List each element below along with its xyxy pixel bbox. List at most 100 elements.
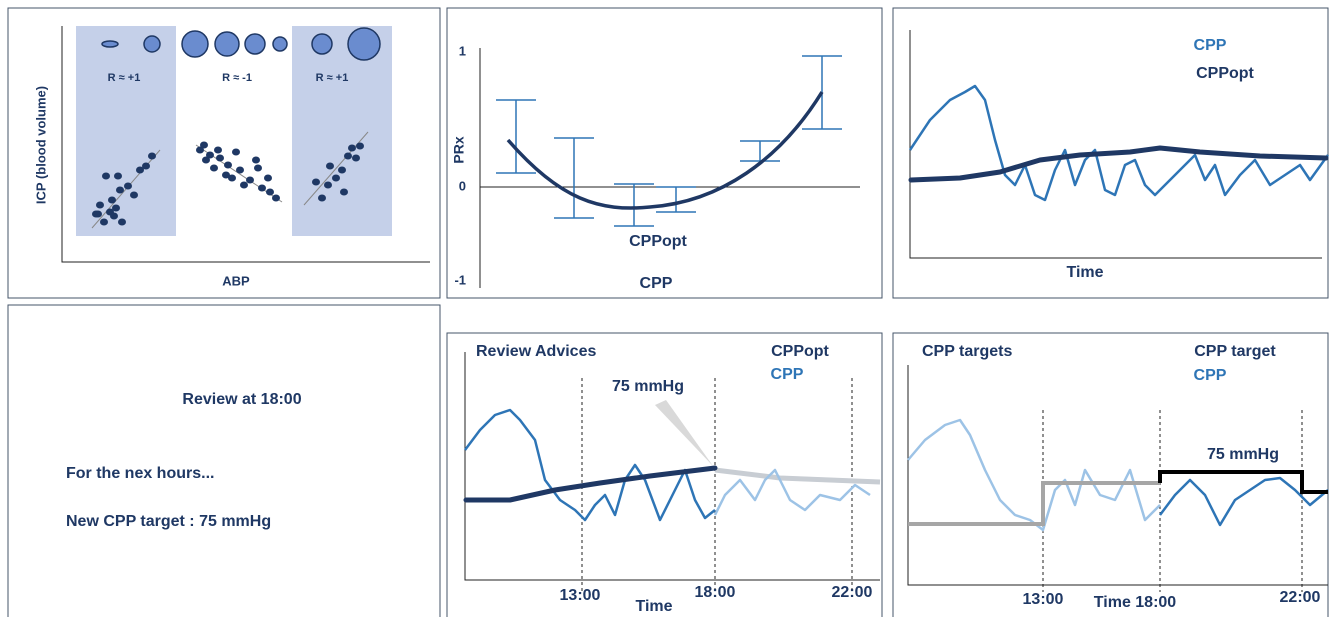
error-bar — [740, 140, 780, 162]
error-bars — [496, 55, 842, 227]
scatter-dot — [254, 164, 262, 172]
scatter-dot — [210, 164, 218, 172]
axes — [909, 30, 1322, 259]
prx-curve — [506, 91, 824, 210]
scatter-dot — [348, 144, 356, 152]
error-bar — [656, 186, 696, 213]
y-axis-label: PRx — [451, 136, 467, 163]
panel-frame — [446, 7, 883, 299]
panel-frame — [892, 332, 1329, 617]
vessel — [181, 30, 209, 58]
scatter-dot — [148, 152, 156, 160]
error-bar — [554, 137, 594, 219]
legend-cppopt: CPPopt — [771, 343, 829, 360]
time-label: 22:00 — [832, 584, 873, 601]
scatter-dot — [100, 218, 108, 226]
scatter-dot — [312, 178, 320, 186]
vessel — [311, 33, 333, 55]
scatter-dot — [110, 212, 118, 220]
cpp-past — [907, 418, 1161, 532]
scatter-dot — [236, 166, 244, 174]
advice-title: Review at 18:00 — [182, 391, 301, 408]
x-axis-label: ABP — [222, 273, 250, 288]
region-label: R ≈ +1 — [316, 72, 349, 84]
scatter-dot — [246, 176, 254, 184]
scatter-dot — [240, 181, 248, 189]
advice-line: For the nex hours... — [66, 465, 214, 482]
panel-title: Review Advices — [476, 343, 596, 360]
scatter-dots — [92, 141, 364, 226]
cpp-trace — [908, 84, 1330, 202]
scatter-dot — [228, 174, 236, 182]
scatter-dot — [114, 172, 122, 180]
error-bar — [614, 183, 654, 227]
scatter-dot — [232, 148, 240, 156]
scatter-dot — [344, 152, 352, 160]
annotation: 75 mmHg — [612, 378, 684, 395]
shaded-region — [76, 26, 176, 236]
panel-title: CPP targets — [922, 343, 1013, 360]
tick-label: 1 — [459, 43, 466, 58]
optimum-label: CPPopt — [629, 233, 687, 250]
axes — [464, 352, 880, 581]
cppopt-trace — [908, 145, 1329, 183]
scatter-dot — [272, 194, 280, 202]
x-axis-label: Time — [635, 598, 672, 615]
scatter-dot — [318, 194, 326, 202]
callout-pointer — [655, 400, 713, 466]
vessel — [272, 36, 288, 52]
scatter-dot — [130, 191, 138, 199]
scatter-dot — [200, 141, 208, 149]
x-axis-label: Time — [1066, 264, 1103, 281]
scatter-dot — [332, 174, 340, 182]
axes — [61, 26, 430, 263]
scatter-dot — [252, 156, 260, 164]
cpp-trace — [464, 408, 716, 522]
scatter-dot — [92, 210, 100, 218]
region-label: R ≈ +1 — [108, 72, 141, 84]
scatter-dot — [214, 146, 222, 154]
panel-frame — [7, 304, 441, 617]
vessel — [143, 35, 161, 53]
scatter-dot — [206, 151, 214, 159]
shaded-region — [292, 26, 392, 236]
annotation: 75 mmHg — [1207, 446, 1279, 463]
legend-cpp: CPP — [771, 366, 804, 383]
tick-label: -1 — [454, 272, 466, 287]
scatter-dot — [340, 188, 348, 196]
scatter-dot — [96, 201, 104, 209]
scatter-dot — [142, 162, 150, 170]
past-target — [908, 481, 1160, 526]
scatter-dot — [264, 174, 272, 182]
cpp-trace — [1159, 476, 1329, 527]
cpp-future — [713, 468, 871, 516]
vessel — [347, 27, 381, 61]
current-target — [1158, 470, 1328, 494]
legend-cpp: CPP — [1194, 367, 1227, 384]
scatter-dot — [356, 142, 364, 150]
scatter-dot — [124, 182, 132, 190]
region-label: R ≈ -1 — [222, 72, 252, 84]
time-label: 22:00 — [1280, 589, 1321, 606]
time-label: 18:00 — [695, 584, 736, 601]
scatter-dot — [222, 171, 230, 179]
vessel — [214, 31, 240, 57]
scatter-dot — [118, 218, 126, 226]
scatter-dot — [266, 188, 274, 196]
scatter-dot — [108, 196, 116, 204]
scatter-dot — [326, 162, 334, 170]
legend-cppopt: CPPopt — [1196, 65, 1254, 82]
legend-cpp: CPP — [1194, 37, 1227, 54]
scatter-dot — [224, 161, 232, 169]
error-bar — [496, 99, 536, 174]
x-axis-label: CPP — [640, 275, 673, 292]
scatter-dot — [324, 181, 332, 189]
time-label: 13:00 — [560, 587, 601, 604]
cppopt-trace — [463, 465, 718, 503]
vessel — [244, 33, 266, 55]
scatter-dot — [202, 156, 210, 164]
y-axis-label: ICP (blood volume) — [33, 86, 48, 204]
cppopt-future — [714, 467, 881, 485]
